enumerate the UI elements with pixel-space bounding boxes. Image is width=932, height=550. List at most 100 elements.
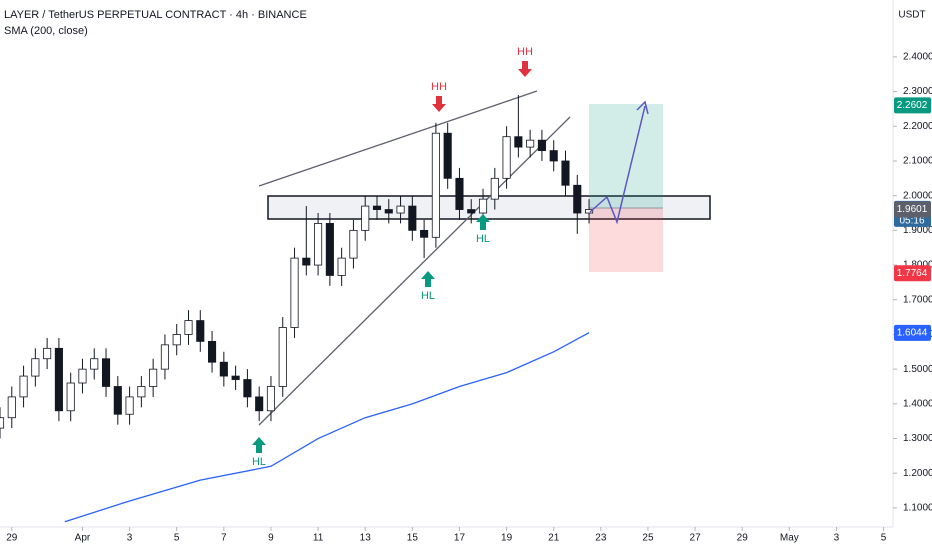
candle-body [149, 368, 158, 387]
candle-body [66, 382, 75, 412]
candle-body [325, 223, 334, 276]
candle-body [408, 205, 417, 231]
y-tick-label: 1.9000 [903, 225, 932, 236]
y-tick-label: 1.8000 [903, 260, 932, 271]
candle-body [314, 223, 323, 266]
sma-line [64, 332, 590, 523]
annotation-label: HL [421, 290, 435, 302]
candle-body [584, 209, 594, 214]
price-tag-label: 1.9601 [897, 204, 928, 215]
y-tick-label: 2.4000 [903, 52, 932, 63]
x-tick-label: 29 [6, 533, 18, 544]
x-tick-label: 5 [881, 533, 887, 544]
y-tick-label: 1.7000 [903, 294, 932, 305]
annotation-arrow [252, 437, 266, 453]
x-tick-label: Apr [75, 533, 91, 544]
candle-body [54, 347, 63, 412]
price-tag [894, 324, 931, 341]
price-tag-label: 1.6044 [897, 328, 928, 339]
x-tick-label: 5 [174, 533, 180, 544]
x-tick-label: 7 [221, 533, 227, 544]
candle-body [231, 375, 240, 380]
indicator-label: SMA (200, close) [4, 25, 88, 37]
projection-arrowhead [636, 100, 649, 115]
candle-body [443, 132, 452, 179]
price-tag [894, 265, 931, 282]
price-tag-label: 2.2602 [897, 100, 928, 111]
trend-line-upper [258, 90, 538, 187]
candle-body [290, 257, 299, 328]
candle-body [478, 198, 488, 214]
annotation-arrow [518, 61, 532, 77]
y-tick-label: 2.3000 [903, 86, 932, 97]
candle-body [372, 205, 382, 210]
candle-body [113, 386, 122, 415]
candle-body [172, 334, 181, 346]
candle-body [78, 368, 87, 384]
candle-body [467, 209, 476, 214]
y-tick-label: 1.4000 [903, 398, 932, 409]
x-tick-label: 29 [737, 533, 749, 544]
candle-body [90, 358, 99, 370]
candle-body [396, 205, 405, 214]
y-tick-label: 1.2000 [903, 468, 932, 479]
candle-body [243, 379, 252, 398]
x-tick-label: 3 [127, 533, 133, 544]
candle-body [43, 347, 52, 360]
candle-body [361, 205, 370, 231]
candle-body [561, 160, 570, 186]
candle-body [526, 139, 535, 148]
annotation-label: HH [517, 46, 533, 58]
candle-body [208, 340, 217, 363]
candle-body [502, 136, 511, 179]
candle-body [549, 150, 558, 162]
x-tick-label: 21 [548, 533, 560, 544]
candle-body [514, 136, 523, 148]
x-tick-label: 25 [642, 533, 654, 544]
candle-body [255, 396, 264, 412]
x-tick-label: 9 [268, 533, 274, 544]
annotation-label: HH [431, 81, 447, 93]
x-tick-label: 17 [454, 533, 466, 544]
candle-body [455, 177, 464, 210]
candle-body [384, 209, 393, 214]
candle-body [125, 396, 134, 415]
y-tick-label: 2.1000 [903, 156, 932, 167]
candle-body [349, 229, 358, 259]
candle-body [266, 386, 276, 412]
y-tick-label: 2.0000 [903, 190, 932, 201]
y-tick-label: 1.5000 [903, 364, 932, 375]
annotation-arrow [432, 96, 446, 112]
x-tick-label: 27 [690, 533, 702, 544]
candle-body [219, 361, 228, 377]
candle-body [196, 320, 205, 342]
x-tick-label: 11 [313, 533, 324, 544]
x-tick-label: 19 [501, 533, 513, 544]
candle-body [278, 327, 287, 387]
target-zone [589, 104, 663, 208]
candle-body [573, 184, 582, 214]
price-tag-countdown: 05:16 [899, 215, 924, 226]
support-zone [267, 195, 711, 220]
candle-body [420, 229, 429, 238]
candle-body [7, 396, 16, 419]
candle-body [19, 375, 28, 398]
x-tick-label: 3 [834, 533, 840, 544]
x-tick-label: May [780, 533, 799, 544]
candle-body [184, 320, 193, 335]
candle-body [337, 257, 346, 276]
annotation-arrow [421, 271, 435, 287]
y-tick-label: 2.2000 [903, 121, 932, 132]
x-tick-label: 15 [407, 533, 419, 544]
chart-title: LAYER / TetherUS PERPETUAL CONTRACT · 4h… [4, 9, 307, 21]
projection-path [589, 105, 646, 225]
trend-line-lower [258, 116, 571, 426]
x-tick-label: 13 [360, 533, 372, 544]
candle-body [160, 344, 169, 370]
y-tick-label: 1.3000 [903, 433, 932, 444]
candle-body [137, 386, 146, 398]
candle-body [490, 177, 499, 200]
annotation-label: HL [252, 456, 266, 468]
annotation-label: HL [476, 233, 490, 245]
